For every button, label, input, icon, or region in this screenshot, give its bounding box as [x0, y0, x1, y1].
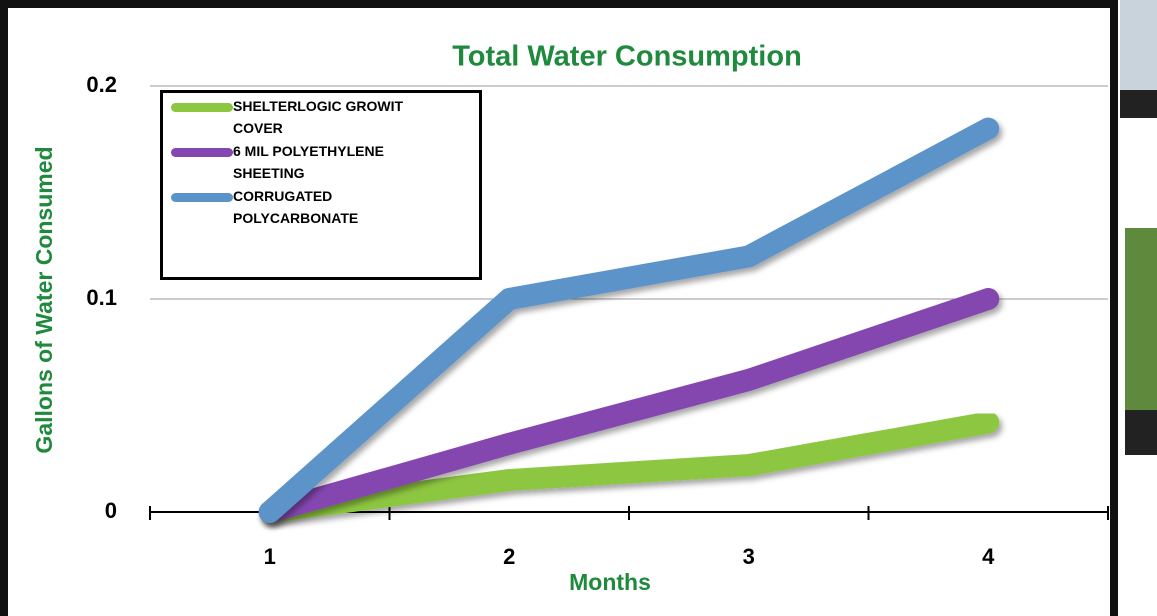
x-tick-label: 4: [982, 544, 995, 569]
x-axis-label: Months: [569, 569, 651, 595]
legend-label: SHELTERLOGIC GROWIT COVER: [233, 95, 408, 139]
series-line: [270, 423, 989, 512]
x-tick-label: 2: [503, 544, 515, 569]
legend-swatch: [171, 148, 233, 157]
screenshot: Total Water Consumption Gallons of Water…: [0, 0, 1157, 616]
legend-swatch: [171, 193, 233, 202]
chart-title: Total Water Consumption: [452, 41, 802, 73]
legend-item: 6 MIL POLYETHYLENE SHEETING: [171, 144, 471, 184]
photo-caption-bar: [1125, 410, 1157, 455]
y-tick-label: 0.1: [86, 285, 117, 310]
x-tick-label: 3: [743, 544, 755, 569]
y-tick-label: 0: [105, 498, 117, 523]
x-tick-label: 1: [264, 544, 276, 569]
y-tick-label: 0.2: [86, 72, 117, 97]
legend-item: CORRUGATED POLYCARBONATE: [171, 189, 471, 229]
legend-swatch: [171, 103, 233, 112]
legend-label: 6 MIL POLYETHYLENE SHEETING: [233, 140, 408, 184]
legend-item: SHELTERLOGIC GROWIT COVER: [171, 99, 471, 139]
photo-caption-bar: [1120, 90, 1157, 118]
y-axis-label: Gallons of Water Consumed: [31, 146, 57, 453]
legend-label: CORRUGATED POLYCARBONATE: [233, 185, 408, 229]
